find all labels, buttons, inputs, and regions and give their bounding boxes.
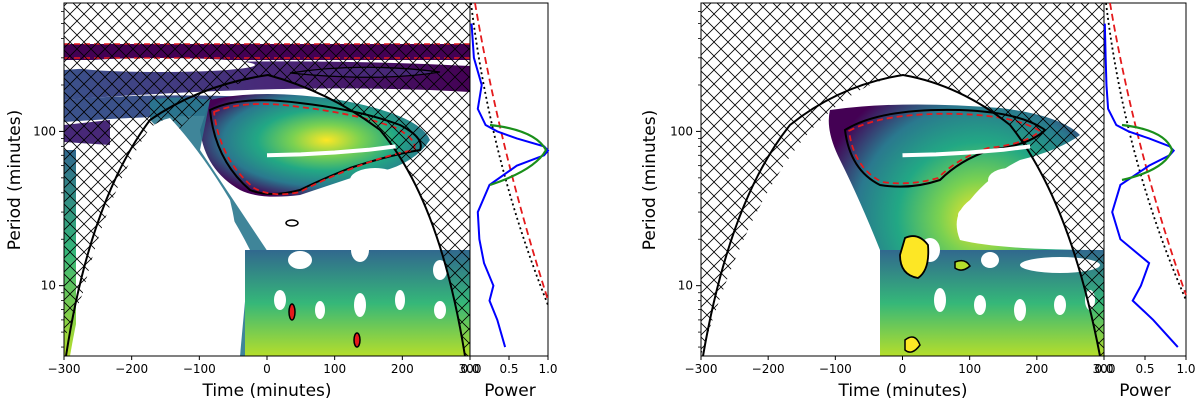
- left-y-axis-label: Period (minutes): [5, 110, 25, 251]
- right-x-axis-label: Time (minutes): [837, 381, 967, 401]
- left-cone-of-influence: [65, 73, 466, 356]
- right-x-tick-label: −100: [819, 362, 852, 376]
- right-y-tick-label: 100: [670, 124, 693, 138]
- right-global-power-frame: [1103, 2, 1187, 357]
- right-global-power-curve: [1103, 23, 1179, 348]
- right-power-spectrum: [701, 3, 1104, 356]
- right-small-sig-3: [904, 336, 921, 353]
- right-x-tick-label: 0: [899, 362, 907, 376]
- left-x-tick-label: 200: [391, 362, 414, 376]
- left-y-tick-label: 10: [41, 279, 56, 293]
- left-cone-interior: [70, 118, 242, 356]
- left-x-tick-label: −100: [183, 362, 216, 376]
- left-small-sig-3: [285, 219, 299, 227]
- right-y-ticks: 10 100: [670, 10, 701, 348]
- right-red-dashed-contour: [848, 112, 1042, 185]
- right-x-ticks: −300 −200 −100 0 100 200 300: [685, 356, 1116, 376]
- left-x-tick-label: 0: [263, 362, 271, 376]
- right-x-tick-label: −200: [752, 362, 785, 376]
- right-x-tick-label: 200: [1025, 362, 1048, 376]
- left-wavelet-panel: −300 −200 −100 0 100 200 300 10 100 Time (minut…: [5, 2, 558, 401]
- right-dominant-period-track: [902, 144, 1031, 158]
- left-small-sig-2: [353, 332, 361, 348]
- right-power-tick-label: 0.5: [1135, 362, 1154, 376]
- left-x-tick-label: 300: [459, 362, 482, 376]
- left-power-ticks: 0.0 0.5 1.0: [460, 356, 558, 376]
- right-y-axis-label: Period (minutes): [640, 110, 660, 251]
- left-red-dashed-contour: [213, 103, 416, 196]
- left-power-tick-label: 0.0: [460, 362, 479, 376]
- right-x-tick-label: −300: [685, 362, 718, 376]
- left-global-power-curve: [470, 23, 550, 348]
- left-small-sig-1: [288, 303, 296, 321]
- right-small-sig-2: [954, 259, 971, 271]
- right-power-label: Power: [1119, 381, 1170, 401]
- left-cone-hatch: [64, 3, 470, 356]
- left-global-significant-segment: [489, 123, 548, 187]
- left-x-tick-label: 100: [323, 362, 346, 376]
- right-power-ticks: 0.0 0.5 1.0: [1094, 356, 1196, 376]
- left-x-tick-label: −200: [115, 362, 148, 376]
- right-wavelet-panel: −300 −200 −100 0 100 200 300 10 100 Time (minut…: [640, 2, 1196, 401]
- right-dotted-significance-curve: [1105, 2, 1187, 301]
- right-red-significance-curve: [1109, 2, 1187, 296]
- right-cone-hatch: [701, 3, 1104, 356]
- left-x-axis-label: Time (minutes): [201, 381, 331, 401]
- left-y-ticks: 10 100: [33, 10, 64, 348]
- right-x-tick-label: 300: [1093, 362, 1116, 376]
- right-power-tick-label: 1.0: [1176, 362, 1195, 376]
- right-x-tick-label: 100: [958, 362, 981, 376]
- left-red-significance-curve: [474, 2, 549, 301]
- left-x-ticks: −300 −200 −100 0 100 200 300: [48, 356, 482, 376]
- left-y-tick-label: 100: [33, 124, 56, 138]
- left-dotted-significance-curve: [470, 2, 549, 306]
- left-power-tick-label: 0.5: [499, 362, 518, 376]
- right-cone-of-influence: [702, 73, 1101, 356]
- left-dominant-period-track: [266, 144, 396, 158]
- right-power-tick-label: 0.0: [1094, 362, 1113, 376]
- right-global-significant-segment: [1121, 123, 1174, 182]
- left-x-tick-label: −300: [48, 362, 81, 376]
- left-global-power-frame: [469, 2, 549, 357]
- right-y-tick-label: 10: [678, 279, 693, 293]
- left-power-label: Power: [484, 381, 535, 401]
- left-power-tick-label: 1.0: [538, 362, 557, 376]
- left-power-spectrum: [64, 3, 470, 356]
- right-small-sig-1: [899, 235, 930, 279]
